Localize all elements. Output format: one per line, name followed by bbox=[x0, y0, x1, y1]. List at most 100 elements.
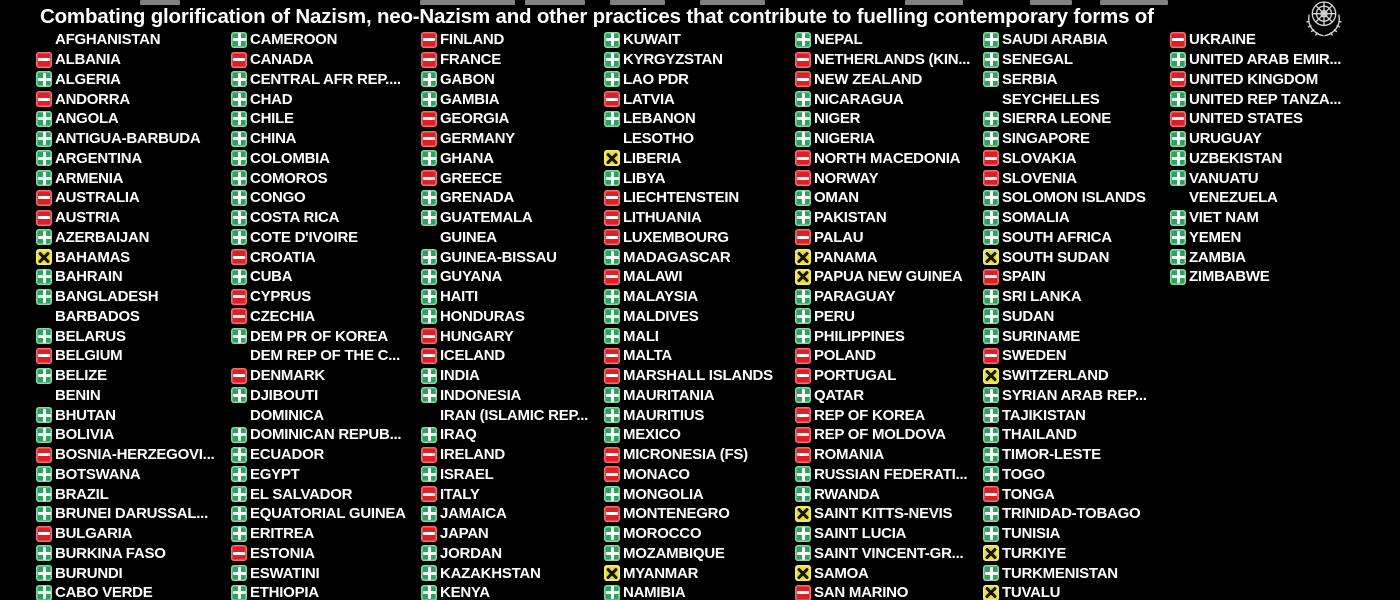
country-row: HONDURAS bbox=[421, 307, 613, 327]
country-name: TIMOR-LESTE bbox=[1002, 446, 1101, 464]
country-name: PHILIPPINES bbox=[814, 327, 905, 345]
country-row: THAILAND bbox=[983, 425, 1175, 445]
country-name: ALGERIA bbox=[55, 70, 121, 88]
vote-yes-green-plus-icon bbox=[983, 189, 999, 206]
vote-no-red-minus-icon bbox=[604, 505, 620, 522]
country-name: BRAZIL bbox=[55, 485, 109, 503]
country-row: CANADA bbox=[231, 50, 423, 70]
country-name: KYRGYZSTAN bbox=[623, 51, 723, 69]
vote-no-red-minus-icon bbox=[231, 308, 247, 325]
vote-yes-green-plus-icon bbox=[36, 486, 52, 503]
country-row: COTE D'IVOIRE bbox=[231, 228, 423, 248]
vote-yes-green-plus-icon bbox=[36, 229, 52, 246]
country-row: SWITZERLAND bbox=[983, 366, 1175, 386]
country-row: HAITI bbox=[421, 287, 613, 307]
country-row: SIERRA LEONE bbox=[983, 109, 1175, 129]
vote-yes-green-plus-icon bbox=[36, 170, 52, 187]
country-name: HUNGARY bbox=[440, 327, 514, 345]
country-name: LIBERIA bbox=[623, 149, 682, 167]
vote-no-red-minus-icon bbox=[421, 525, 437, 542]
country-row: BRUNEI DARUSSAL... bbox=[36, 504, 228, 524]
country-name: AUSTRALIA bbox=[55, 189, 140, 207]
vote-no-red-minus-icon bbox=[983, 347, 999, 364]
vote-abstain-yellow-x-icon bbox=[983, 367, 999, 384]
vote-no-red-minus-icon bbox=[604, 367, 620, 384]
vote-no-red-minus-icon bbox=[795, 229, 811, 246]
vote-column-6: SAUDI ARABIA SENEGAL SERBIA SEYCHELLES SIERR… bbox=[983, 30, 1175, 600]
vote-abstain-yellow-x-icon bbox=[795, 249, 811, 266]
vote-yes-green-plus-icon bbox=[983, 505, 999, 522]
country-name: DENMARK bbox=[250, 367, 325, 385]
country-row: LUXEMBOURG bbox=[604, 228, 796, 248]
clipped-text-fragment bbox=[140, 0, 180, 5]
vote-yes-green-plus-icon bbox=[36, 545, 52, 562]
country-name: MALAWI bbox=[623, 268, 683, 286]
vote-no-red-minus-icon bbox=[795, 407, 811, 424]
vote-no-red-minus-icon bbox=[231, 288, 247, 305]
country-row: BELARUS bbox=[36, 326, 228, 346]
country-name: NIGER bbox=[814, 110, 861, 128]
country-name: PARAGUAY bbox=[814, 288, 896, 306]
country-row: BOSNIA-HERZEGOVI... bbox=[36, 445, 228, 465]
vote-column-7: UKRAINE UNITED ARAB EMIR... UNITED KINGDOM… bbox=[1170, 30, 1362, 287]
country-row: MALDIVES bbox=[604, 307, 796, 327]
country-name: TURKIYE bbox=[1002, 544, 1067, 562]
vote-yes-green-plus-icon bbox=[983, 51, 999, 68]
country-row: COLOMBIA bbox=[231, 149, 423, 169]
vote-yes-green-plus-icon bbox=[36, 367, 52, 384]
vote-no-red-minus-icon bbox=[36, 51, 52, 68]
vote-abstain-yellow-x-icon bbox=[795, 268, 811, 285]
country-name: SENEGAL bbox=[1002, 51, 1073, 69]
vote-no-red-minus-icon bbox=[36, 446, 52, 463]
country-name: CANADA bbox=[250, 51, 314, 69]
country-row: GABON bbox=[421, 70, 613, 90]
vote-abstain-yellow-x-icon bbox=[983, 249, 999, 266]
vote-no-red-minus-icon bbox=[36, 347, 52, 364]
country-row: DEM REP OF THE C... bbox=[231, 346, 423, 366]
country-name: EL SALVADOR bbox=[250, 485, 353, 503]
country-name: SWITZERLAND bbox=[1002, 367, 1109, 385]
vote-none-spacer bbox=[604, 131, 620, 147]
country-name: BHUTAN bbox=[55, 406, 116, 424]
country-row: PALAU bbox=[795, 228, 987, 248]
country-row: SURINAME bbox=[983, 326, 1175, 346]
vote-yes-green-plus-icon bbox=[1170, 150, 1186, 167]
country-row: PERU bbox=[795, 307, 987, 327]
country-name: MAURITANIA bbox=[623, 386, 715, 404]
country-row: RUSSIAN FEDERATI... bbox=[795, 465, 987, 485]
country-name: INDONESIA bbox=[440, 386, 522, 404]
country-row: SAUDI ARABIA bbox=[983, 30, 1175, 50]
country-row: LIBYA bbox=[604, 168, 796, 188]
vote-yes-green-plus-icon bbox=[36, 466, 52, 483]
country-name: ZAMBIA bbox=[1189, 248, 1246, 266]
vote-yes-green-plus-icon bbox=[795, 288, 811, 305]
vote-yes-green-plus-icon bbox=[604, 486, 620, 503]
country-name: BELGIUM bbox=[55, 347, 123, 365]
country-name: EQUATORIAL GUINEA bbox=[250, 505, 406, 523]
country-name: ETHIOPIA bbox=[250, 584, 319, 600]
vote-yes-green-plus-icon bbox=[421, 584, 437, 600]
country-row: KUWAIT bbox=[604, 30, 796, 50]
country-row: GRENADA bbox=[421, 188, 613, 208]
country-row: ZAMBIA bbox=[1170, 247, 1362, 267]
vote-yes-green-plus-icon bbox=[421, 71, 437, 88]
vote-yes-green-plus-icon bbox=[983, 31, 999, 48]
country-name: ISRAEL bbox=[440, 465, 494, 483]
vote-no-red-minus-icon bbox=[795, 367, 811, 384]
country-name: SIERRA LEONE bbox=[1002, 110, 1111, 128]
country-name: SERBIA bbox=[1002, 70, 1058, 88]
country-name: PAKISTAN bbox=[814, 209, 887, 227]
country-row: GUATEMALA bbox=[421, 208, 613, 228]
country-name: SURINAME bbox=[1002, 327, 1081, 345]
country-row: MONTENEGRO bbox=[604, 504, 796, 524]
country-row: NIGER bbox=[795, 109, 987, 129]
country-name: NICARAGUA bbox=[814, 90, 904, 108]
country-row: NIGERIA bbox=[795, 129, 987, 149]
country-row: ECUADOR bbox=[231, 445, 423, 465]
country-name: SPAIN bbox=[1002, 268, 1046, 286]
country-row: LESOTHO bbox=[604, 129, 796, 149]
country-name: TUNISIA bbox=[1002, 525, 1061, 543]
vote-yes-green-plus-icon bbox=[421, 545, 437, 562]
country-name: SOLOMON ISLANDS bbox=[1002, 189, 1146, 207]
vote-yes-green-plus-icon bbox=[231, 505, 247, 522]
